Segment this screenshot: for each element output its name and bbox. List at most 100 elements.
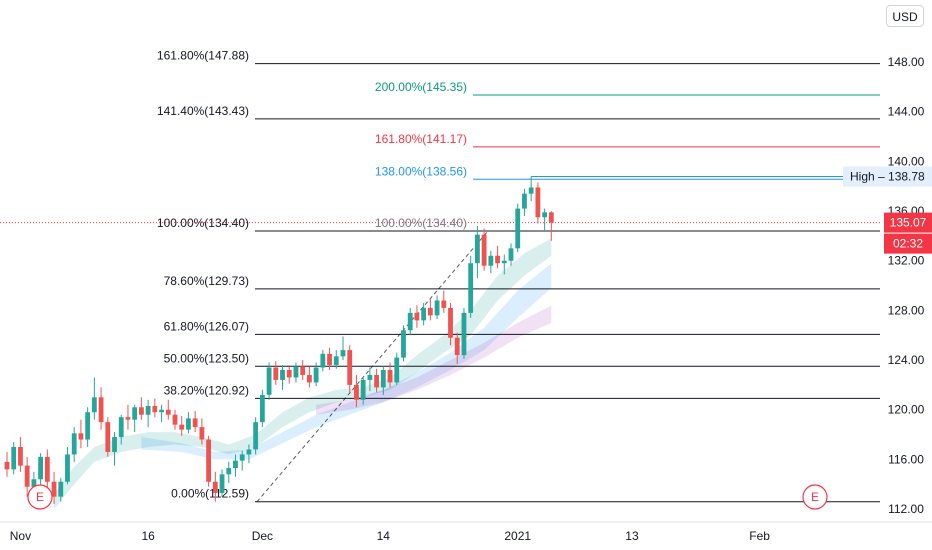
- candle-body: [542, 212, 547, 218]
- earnings-marker[interactable]: E: [802, 484, 828, 510]
- candle: [307, 366, 312, 388]
- candle: [38, 453, 43, 487]
- candle: [273, 361, 279, 385]
- candle: [18, 437, 23, 472]
- candle: [407, 307, 413, 336]
- candle: [548, 211, 554, 241]
- time-tick-label: 14: [377, 529, 391, 543]
- candle: [528, 176, 534, 202]
- candle-body: [145, 406, 151, 415]
- candle-body: [441, 300, 447, 308]
- candle: [414, 305, 420, 328]
- candle: [313, 362, 319, 387]
- candle-body: [394, 357, 400, 383]
- candlestick-series: [4, 176, 554, 505]
- candle: [186, 412, 191, 434]
- candle-body: [31, 479, 37, 487]
- candle: [367, 367, 373, 392]
- time-axis[interactable]: Nov 16 Dec 14 2021 13 Feb: [0, 521, 932, 550]
- earnings-marker-circle: [27, 484, 53, 510]
- candle: [461, 307, 467, 359]
- candle-body: [246, 449, 252, 455]
- candle: [259, 389, 265, 428]
- candle-body: [448, 307, 453, 338]
- earnings-marker[interactable]: E: [27, 484, 53, 510]
- candle: [454, 332, 460, 364]
- candle: [394, 352, 400, 385]
- price-tick-label: 144.00: [888, 105, 925, 119]
- candle: [118, 414, 124, 445]
- candle-body: [286, 370, 292, 378]
- candle: [91, 377, 97, 420]
- price-tick-label: 124.00: [888, 353, 925, 367]
- candle-body: [401, 330, 406, 358]
- candle: [139, 397, 144, 420]
- price-axis[interactable]: 112.00116.00120.00124.00128.00132.00136.…: [880, 0, 932, 550]
- price-tick-label: 116.00: [888, 452, 924, 466]
- candle: [475, 225, 480, 279]
- candle: [508, 243, 514, 266]
- candle: [360, 377, 366, 405]
- candle-body: [212, 481, 218, 493]
- candle-body: [380, 370, 386, 388]
- candle-body: [132, 407, 138, 420]
- candle-body: [468, 263, 474, 313]
- candle: [112, 432, 117, 466]
- currency-button[interactable]: USD: [886, 5, 924, 27]
- fib-level-label: 141.40%(143.43): [157, 104, 249, 118]
- candle: [448, 302, 453, 346]
- candle-body: [4, 461, 10, 470]
- candle: [65, 446, 70, 485]
- candle-body: [71, 433, 77, 455]
- candle: [266, 362, 272, 400]
- candle-body: [266, 367, 272, 395]
- time-axis-bg: [0, 522, 932, 550]
- candle-body: [327, 353, 332, 366]
- candle-body: [434, 300, 440, 316]
- candle-body: [199, 427, 205, 440]
- candle-body: [421, 307, 427, 321]
- candle-body: [495, 255, 500, 264]
- candle-body: [186, 418, 191, 430]
- price-tick-label: 120.00: [888, 403, 925, 417]
- candle-body: [172, 414, 178, 425]
- candle-body: [18, 446, 23, 466]
- candle-body: [85, 412, 91, 440]
- candle: [85, 407, 91, 447]
- fib-level-label: 161.80%(147.88): [157, 49, 249, 63]
- candle-body: [219, 474, 225, 493]
- candle-body: [387, 370, 393, 383]
- candle: [71, 427, 77, 462]
- time-tick-label: Nov: [10, 529, 31, 543]
- candle: [340, 336, 346, 361]
- candle: [488, 250, 494, 274]
- candle: [481, 228, 487, 271]
- candle-body: [273, 367, 279, 380]
- candle-body: [280, 370, 285, 380]
- fib-level-label: 100.00%(134.40): [157, 216, 249, 230]
- countdown-label: 02:32: [893, 237, 923, 251]
- time-tick-label: 13: [625, 529, 639, 543]
- candle-body: [320, 353, 326, 368]
- candle: [522, 188, 527, 217]
- candle: [226, 461, 232, 483]
- countdown-badge: [884, 233, 932, 254]
- candle-body: [51, 481, 57, 497]
- high-badge-label: High – 138.78: [850, 170, 925, 184]
- fib-level-label: 61.80%(126.07): [164, 319, 249, 333]
- last-price-label: 135.07: [890, 216, 927, 230]
- candle-body: [481, 234, 487, 266]
- candle-body: [354, 384, 359, 400]
- candle-body: [58, 481, 64, 497]
- candle: [233, 454, 238, 477]
- candle-body: [44, 456, 50, 482]
- candle: [246, 444, 252, 464]
- candle-body: [118, 417, 124, 438]
- candle-body: [454, 337, 460, 356]
- candle-body: [165, 409, 171, 415]
- earnings-marker-label: E: [811, 490, 819, 504]
- earnings-marker-label: E: [36, 490, 44, 504]
- trend-line-lower: [256, 230, 489, 503]
